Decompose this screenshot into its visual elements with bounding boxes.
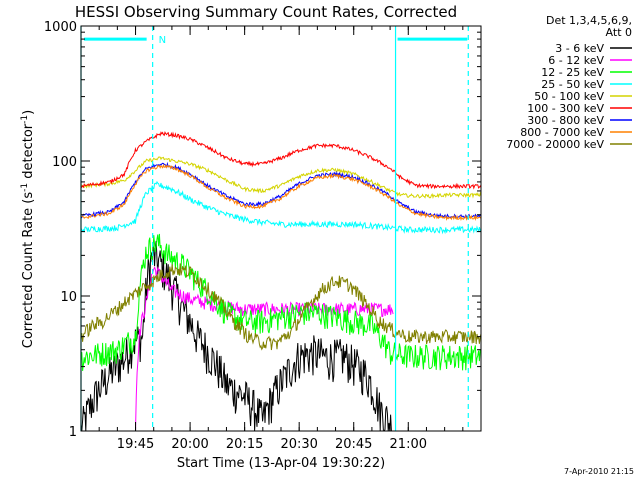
x-tick-label: 20:00	[171, 437, 208, 452]
legend-label-12-25-kev: 12 - 25 keV	[541, 66, 604, 79]
y-tick-label: 10	[60, 290, 77, 305]
footer-timestamp: 7-Apr-2010 21:15	[564, 467, 634, 476]
x-axis-label: Start Time (13-Apr-04 19:30:22)	[177, 456, 385, 471]
series-line-50-100-kev	[81, 156, 481, 199]
legend-label-50-100-kev: 50 - 100 keV	[534, 90, 604, 103]
legend-label-7000-20000-kev: 7000 - 20000 keV	[506, 138, 604, 151]
y-tick-label: 100	[52, 155, 77, 170]
series-line-3-6-kev	[81, 240, 393, 431]
y-axis-label-sup2: -1	[20, 115, 30, 124]
x-tick-label: 20:30	[280, 437, 317, 452]
series-line-800-7000-kev	[81, 163, 481, 222]
y-axis-label-part2: detector	[21, 123, 36, 183]
night-marker-label: N	[159, 35, 166, 46]
x-tick-label: 21:00	[390, 437, 427, 452]
legend-header-1: Det 1,3,4,5,6,9,	[546, 14, 632, 27]
y-axis-label: Corrected Count Rate (s-1 detector-1)	[20, 110, 36, 348]
y-tick-label: 1000	[44, 20, 77, 35]
legend-label-25-50-kev: 25 - 50 keV	[541, 78, 604, 91]
x-tick-label: 20:45	[335, 437, 372, 452]
series-line-25-50-kev	[81, 180, 481, 235]
y-tick-label: 1	[69, 425, 77, 440]
legend-label-6-12-kev: 6 - 12 keV	[548, 54, 604, 67]
legend-label-100-300-kev: 100 - 300 keV	[527, 102, 604, 115]
x-tick-label: 19:45	[117, 437, 154, 452]
y-axis-label-part1: Corrected Count Rate (s	[21, 192, 36, 349]
series-line-100-300-kev	[81, 130, 481, 190]
series-line-12-25-kev	[81, 233, 481, 371]
series-line-300-800-kev	[81, 161, 481, 220]
series-line-7000-20000-kev	[81, 263, 481, 351]
x-tick-label: 20:15	[226, 437, 263, 452]
legend-label-300-800-kev: 300 - 800 keV	[527, 114, 604, 127]
y-axis-label-part3: )	[21, 110, 36, 115]
series-line-6-12-kev	[135, 265, 394, 431]
y-axis-label-sup1: -1	[20, 183, 30, 192]
legend-label-800-7000-kev: 800 - 7000 keV	[520, 126, 604, 139]
legend-header-2: Att 0	[606, 26, 632, 39]
legend-label-3-6-kev: 3 - 6 keV	[555, 42, 604, 55]
chart-title: HESSI Observing Summary Count Rates, Cor…	[75, 3, 457, 21]
